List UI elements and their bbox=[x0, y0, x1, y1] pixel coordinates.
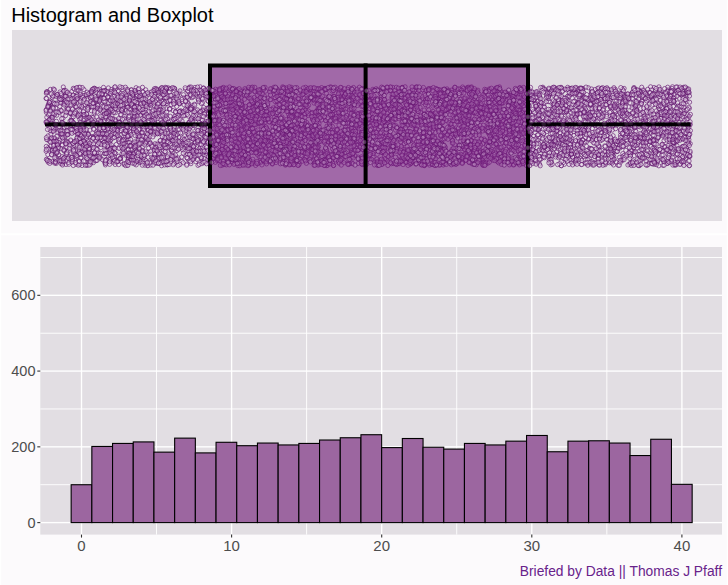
svg-text:0: 0 bbox=[77, 537, 85, 554]
svg-text:20: 20 bbox=[373, 537, 390, 554]
svg-text:400: 400 bbox=[11, 363, 35, 379]
svg-text:40: 40 bbox=[674, 537, 691, 554]
svg-text:600: 600 bbox=[11, 287, 35, 303]
svg-text:10: 10 bbox=[223, 537, 240, 554]
svg-text:0: 0 bbox=[27, 515, 35, 531]
svg-text:Briefed by Data || Thomas J Pf: Briefed by Data || Thomas J Pfaff bbox=[520, 564, 722, 579]
svg-text:30: 30 bbox=[523, 537, 540, 554]
svg-text:200: 200 bbox=[11, 439, 35, 455]
svg-text:Histogram and Boxplot: Histogram and Boxplot bbox=[11, 4, 214, 26]
